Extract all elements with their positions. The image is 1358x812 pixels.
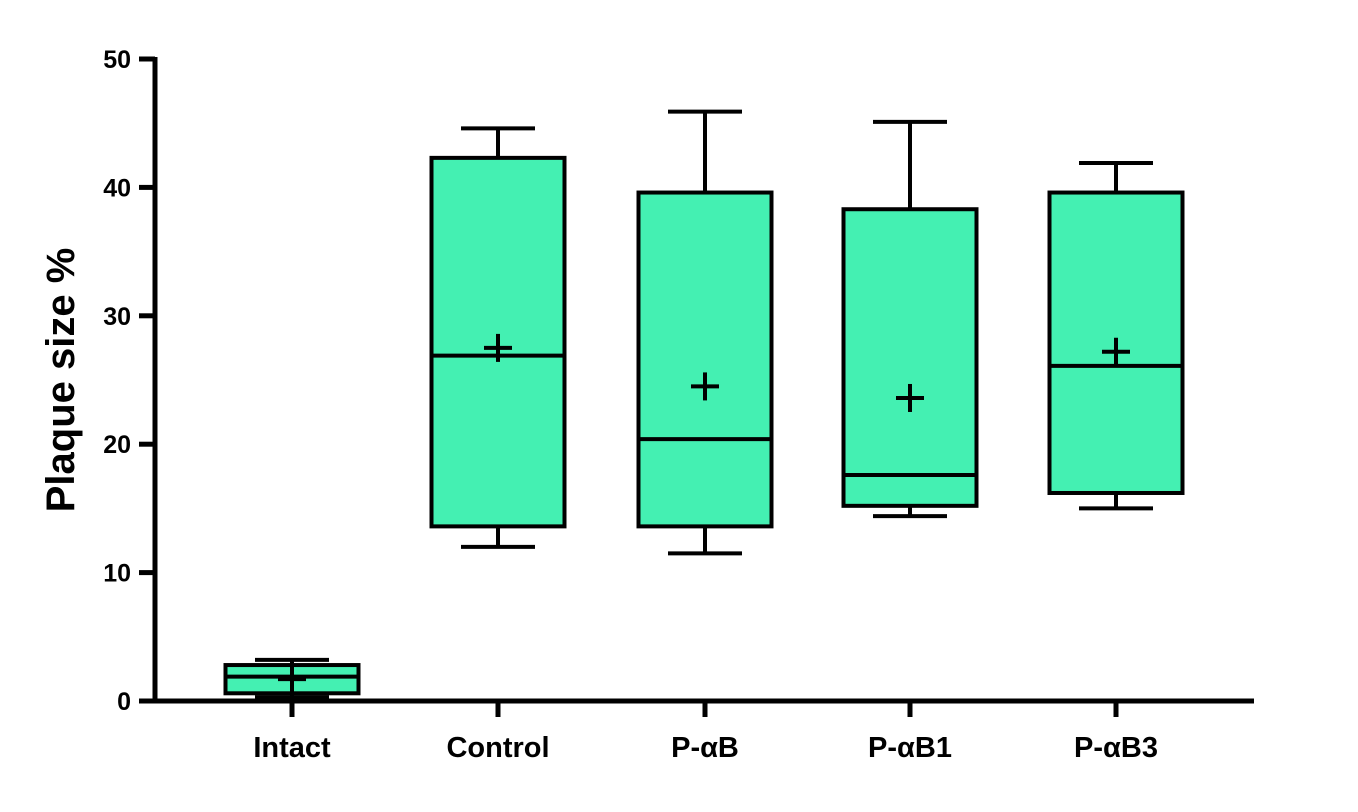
box-iqr <box>1047 190 1185 495</box>
y-tick-label: 50 <box>103 46 131 74</box>
box-group <box>223 657 361 700</box>
axes-layer <box>139 56 1254 717</box>
box-group <box>841 119 979 519</box>
box-iqr <box>841 207 979 508</box>
y-axis-title: Plaque size % <box>39 248 83 513</box>
box-iqr <box>636 190 774 529</box>
x-category-label: P-αB1 <box>868 732 952 764</box>
y-tick-label: 10 <box>103 560 131 588</box>
box-group <box>429 126 567 549</box>
y-tick-label: 20 <box>103 431 131 459</box>
box-group <box>1047 161 1185 511</box>
y-tick-label: 30 <box>103 303 131 331</box>
labels-layer: 0 10 20 30 40 50 Intact Control P-αB P-αB1 P-αB3 <box>103 46 1158 764</box>
x-category-label: P-αB3 <box>1074 732 1158 764</box>
y-tick-label: 40 <box>103 174 131 202</box>
x-category-label: Control <box>446 732 549 764</box>
y-tick-label: 0 <box>117 688 131 716</box>
box-group <box>636 109 774 556</box>
x-category-label: P-αB <box>671 732 739 764</box>
boxes-layer <box>223 109 1185 700</box>
x-category-label: Intact <box>253 732 331 764</box>
